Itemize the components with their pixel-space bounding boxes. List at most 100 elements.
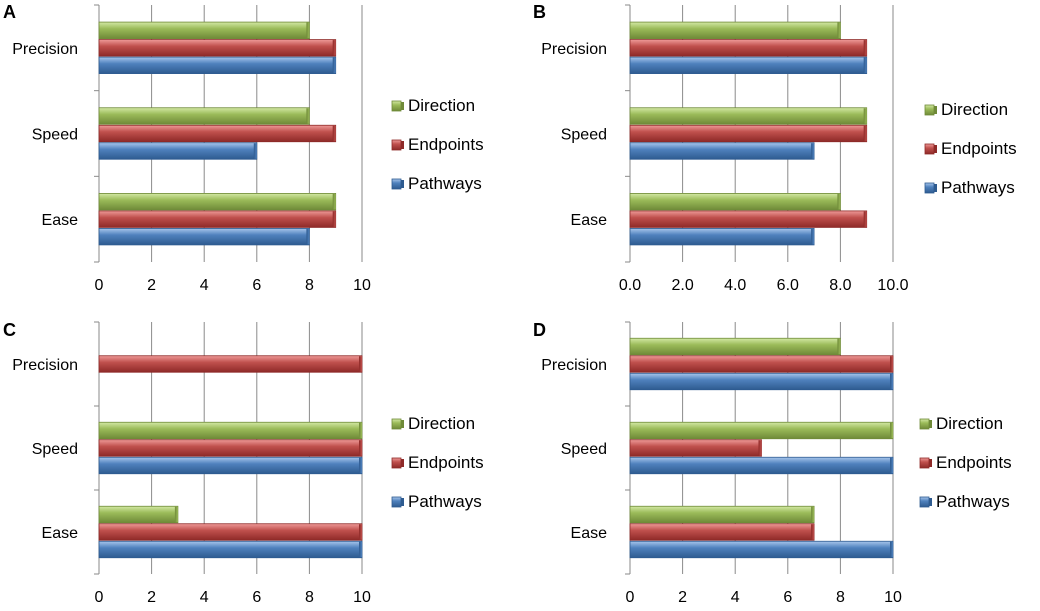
x-tick-label: 4 xyxy=(200,277,209,294)
bar-pathways-speed xyxy=(629,142,815,160)
x-tick-label: 4 xyxy=(731,589,740,606)
bar-endpoints-ease xyxy=(629,523,815,541)
bar-cap xyxy=(359,541,362,558)
category-label-speed: Speed xyxy=(561,127,607,144)
x-tick-label: 10 xyxy=(353,589,371,606)
legend-swatch xyxy=(391,418,402,430)
bar-cap xyxy=(863,57,867,74)
bar-pathways-precision xyxy=(629,372,894,391)
bar-cap xyxy=(837,193,841,210)
legend-item-endpoints: Endpoints xyxy=(924,139,1017,158)
legend-item-direction: Direction xyxy=(919,414,1003,433)
bar-cap xyxy=(306,22,310,39)
legend-item-pathways: Pathways xyxy=(919,492,1010,511)
bar-cap xyxy=(359,457,362,474)
bar-endpoints-ease xyxy=(98,210,337,228)
category-label-speed: Speed xyxy=(32,441,78,458)
legend-label: Direction xyxy=(408,96,475,115)
bar-cap xyxy=(890,373,893,390)
x-tick-label: 4 xyxy=(200,589,209,606)
bar-pathways-speed xyxy=(98,142,258,160)
bar-pathways-precision xyxy=(98,56,337,74)
legend-label: Endpoints xyxy=(936,453,1012,472)
bar-cap xyxy=(174,506,178,523)
legend-swatch-cap xyxy=(401,420,404,428)
bar-direction-ease xyxy=(98,505,179,524)
bar-cap xyxy=(332,40,336,56)
category-label-ease: Ease xyxy=(42,212,79,229)
legend-swatch-cap xyxy=(929,498,932,506)
legend-label: Endpoints xyxy=(408,453,484,472)
bar-cap xyxy=(890,356,893,372)
category-label-precision: Precision xyxy=(541,357,607,374)
bar-pathways-speed xyxy=(629,456,894,475)
bar-cap xyxy=(758,440,762,456)
category-label-ease: Ease xyxy=(42,525,79,542)
legend-item-endpoints: Endpoints xyxy=(391,453,484,472)
bar-cap xyxy=(332,211,336,227)
legend-swatch-cap xyxy=(929,459,932,467)
legend-item-direction: Direction xyxy=(924,100,1008,119)
panel-letter: A xyxy=(3,2,16,22)
legend-swatch-cap xyxy=(934,184,937,192)
legend-label: Pathways xyxy=(936,492,1010,511)
bar-cap xyxy=(359,440,362,456)
bar-cap xyxy=(863,40,867,56)
bar-direction-speed xyxy=(98,421,363,440)
legend-label: Pathways xyxy=(408,492,482,511)
category-label-ease: Ease xyxy=(571,525,608,542)
bar-endpoints-speed xyxy=(629,124,868,143)
x-tick-label: 6 xyxy=(252,589,261,606)
x-tick-label: 8 xyxy=(305,277,314,294)
bar-cap xyxy=(359,422,362,439)
legend-item-endpoints: Endpoints xyxy=(919,453,1012,472)
bar-cap xyxy=(837,338,841,355)
legend-swatch xyxy=(924,143,935,155)
x-tick-label: 10 xyxy=(884,589,902,606)
legend-label: Pathways xyxy=(941,178,1015,197)
bar-cap xyxy=(811,506,815,523)
legend-swatch-cap xyxy=(929,420,932,428)
legend-swatch-cap xyxy=(401,102,404,110)
chart-panel-b: B 0.0 2.0 4.0 6.0 8.0 10.0 Precision Speed Ease Di… xyxy=(533,2,1017,294)
legend-swatch xyxy=(919,418,930,430)
category-label-speed: Speed xyxy=(32,127,78,144)
legend-swatch xyxy=(391,496,402,508)
bar-cap xyxy=(811,524,815,540)
bar-cap xyxy=(332,57,336,74)
x-tick-label: 10.0 xyxy=(877,277,908,294)
panel-letter: D xyxy=(533,320,546,340)
legend-swatch-cap xyxy=(401,141,404,149)
bar-pathways-ease xyxy=(629,540,894,559)
bar-cap xyxy=(890,541,893,558)
x-tick-label: 0.0 xyxy=(619,277,641,294)
bar-pathways-ease xyxy=(629,228,815,246)
bar-endpoints-ease xyxy=(629,210,868,228)
x-tick-label: 2 xyxy=(678,589,687,606)
legend-swatch xyxy=(919,496,930,508)
x-tick-label: 8 xyxy=(305,589,314,606)
legend-swatch xyxy=(391,457,402,469)
legend-item-direction: Direction xyxy=(391,96,475,115)
x-tick-label: 8.0 xyxy=(829,277,851,294)
legend-label: Endpoints xyxy=(408,135,484,154)
legend-label: Direction xyxy=(941,100,1008,119)
bar-cap xyxy=(306,228,310,245)
bar-direction-precision xyxy=(629,21,841,39)
panel-letter: C xyxy=(3,320,16,340)
bar-endpoints-speed xyxy=(629,439,762,457)
legend-swatch-cap xyxy=(401,180,404,188)
bar-direction-speed xyxy=(98,107,310,125)
legend-item-pathways: Pathways xyxy=(924,178,1015,197)
bar-endpoints-precision xyxy=(629,39,868,57)
bar-endpoints-precision xyxy=(98,355,363,373)
bar-cap xyxy=(253,143,257,159)
bar-cap xyxy=(359,356,362,372)
bar-direction-ease xyxy=(98,193,337,211)
bar-pathways-ease xyxy=(98,540,363,559)
bar-direction-ease xyxy=(629,193,841,211)
legend-label: Direction xyxy=(408,414,475,433)
legend-swatch-cap xyxy=(934,145,937,153)
bar-endpoints-precision xyxy=(98,39,337,57)
x-tick-label: 6 xyxy=(252,277,261,294)
